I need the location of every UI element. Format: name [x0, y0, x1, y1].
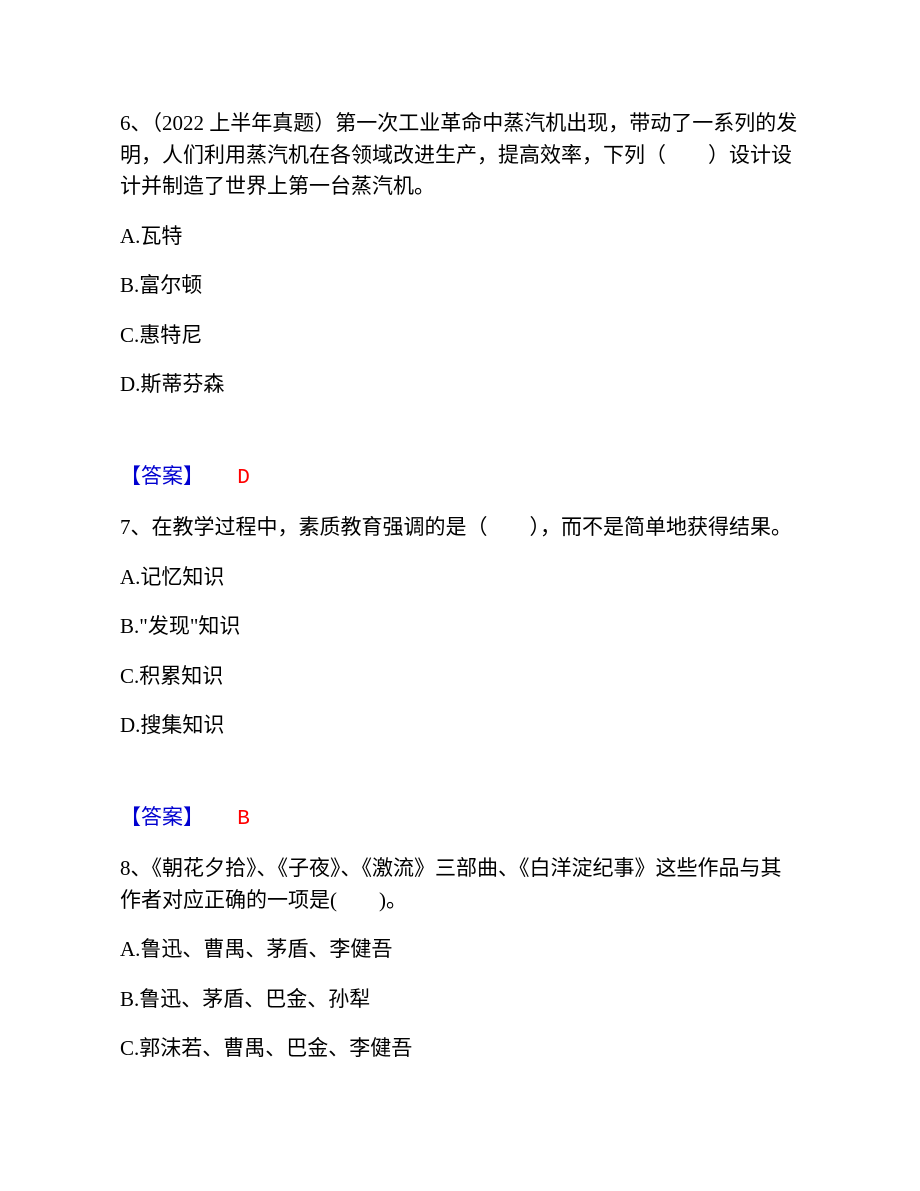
question-6-option-c: C.惠特尼	[120, 320, 800, 352]
answer-label: 【答案】	[120, 805, 204, 829]
question-8-prompt: 8、《朝花夕拾》、《子夜》、《激流》三部曲、《白洋淀纪事》这些作品与其作者对应正…	[120, 853, 800, 916]
question-6-option-b: B.富尔顿	[120, 270, 800, 302]
question-6-option-a: A.瓦特	[120, 221, 800, 253]
question-7-option-b: B."发现"知识	[120, 611, 800, 643]
question-7-option-a: A.记忆知识	[120, 562, 800, 594]
question-6-option-d: D.斯蒂芬森	[120, 369, 800, 401]
question-6-answer: 【答案】 D	[120, 461, 800, 495]
question-8-option-b: B.鲁迅、茅盾、巴金、孙犁	[120, 984, 800, 1016]
answer-value: B	[237, 808, 250, 831]
answer-label: 【答案】	[120, 464, 204, 488]
question-7-option-d: D.搜集知识	[120, 710, 800, 742]
question-7-option-c: C.积累知识	[120, 661, 800, 693]
answer-value: D	[237, 467, 250, 490]
question-8-option-a: A.鲁迅、曹禺、茅盾、李健吾	[120, 934, 800, 966]
question-7-answer: 【答案】 B	[120, 802, 800, 836]
question-8-option-c: C.郭沫若、曹禺、巴金、李健吾	[120, 1033, 800, 1065]
question-7-prompt: 7、在教学过程中，素质教育强调的是（ ），而不是简单地获得结果。	[120, 512, 800, 544]
question-6-prompt: 6、（2022 上半年真题）第一次工业革命中蒸汽机出现，带动了一系列的发明，人们…	[120, 108, 800, 203]
